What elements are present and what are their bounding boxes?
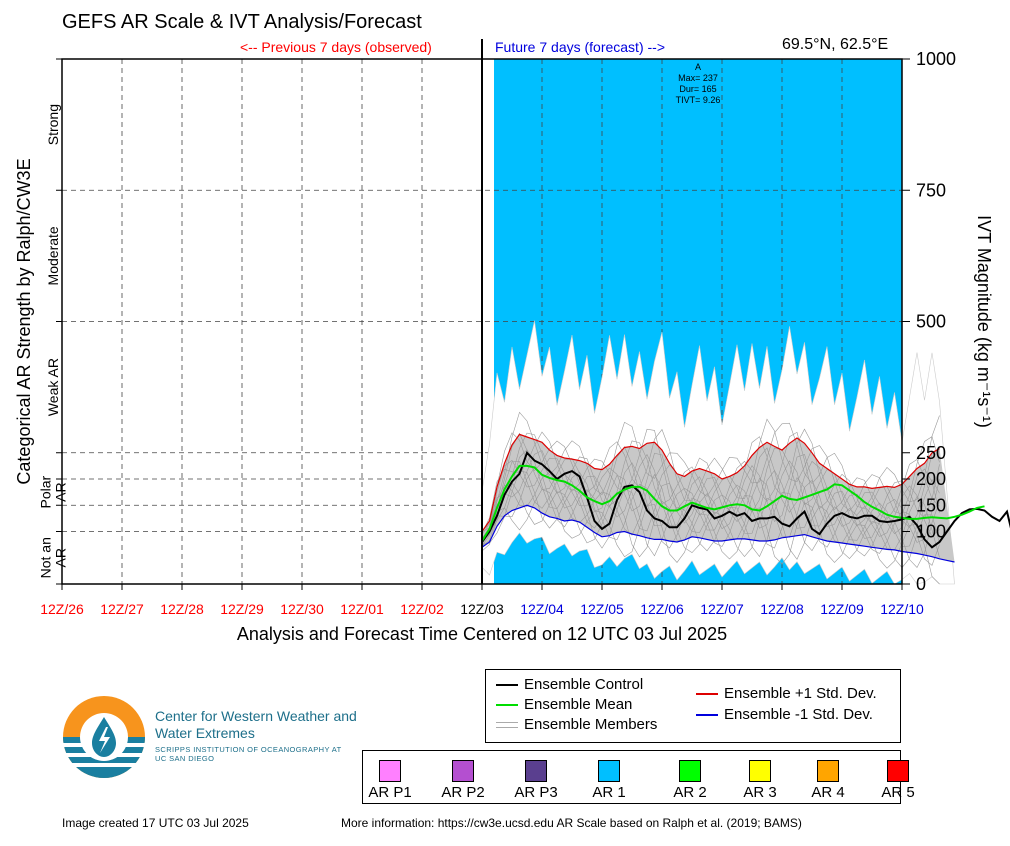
org-subtitle: SCRIPPS INSTITUTION OF OCEANOGRAPHY AT U… (155, 745, 342, 763)
more-info-text: More information: https://cw3e.ucsd.edu … (341, 816, 802, 830)
x-axis-title: Analysis and Forecast Time Centered on 1… (237, 624, 727, 644)
ar-scale-label: AR 3 (743, 784, 777, 801)
x-tick-label: 12Z/10 (880, 601, 924, 617)
minus-std-line-swatch (696, 713, 718, 716)
ar-scale-label: AR 2 (673, 784, 707, 801)
x-tick-label: 12Z/05 (580, 601, 624, 617)
category-label: AR (53, 548, 69, 567)
ar-scale-swatch (887, 760, 909, 782)
location-label: 69.5°N, 62.5°E (782, 36, 889, 53)
ar-scale-item: AR 4 (793, 757, 863, 801)
ar-scale-swatch (679, 760, 701, 782)
ensemble-member-line (481, 471, 940, 558)
ar-scale-item: AR 1 (574, 757, 644, 801)
members-line-swatch (496, 721, 518, 728)
ar-event-annotation: TIVT= 9.26 (676, 95, 721, 105)
category-label: Not an (38, 537, 54, 578)
ivt-chart: 12Z/26 12Z/27 12Z/28 12Z/29 12Z/30 12Z/01 12Z/… (14, 39, 1010, 644)
y-axis-title: IVT Magnitude (kg m⁻¹s⁻¹) (974, 215, 994, 428)
x-tick-label: 12Z/29 (220, 601, 264, 617)
ar-scale-label: AR P2 (441, 784, 485, 801)
previous-days-label: <-- Previous 7 days (observed) (240, 39, 432, 55)
org-name: Center for Western Weather and Water Ext… (155, 708, 357, 741)
ensemble-member-line (481, 470, 940, 568)
legend-mean: Ensemble Mean (496, 696, 632, 713)
ar-scale-item: AR P2 (428, 757, 498, 801)
x-tick-label: 12Z/03 (460, 601, 504, 617)
x-tick-label: 12Z/30 (280, 601, 324, 617)
ar-scale-swatch (452, 760, 474, 782)
cw3e-droplet-logo-icon (63, 696, 145, 778)
ar-scale-label: AR P1 (368, 784, 412, 801)
ar-scale-swatch (817, 760, 839, 782)
ensemble-mean-line (481, 464, 985, 542)
ar-scale-legend: AR P1 AR P2 AR P3 AR 1 AR 2 AR 3 AR 4 AR 5 (362, 750, 915, 804)
ar-scale-swatch (749, 760, 771, 782)
legend-minus-std: Ensemble -1 Std. Dev. (696, 706, 873, 723)
legend-plus-std-label: Ensemble +1 Std. Dev. (724, 685, 877, 702)
ar-scale-item: AR P1 (355, 757, 425, 801)
image-created-text: Image created 17 UTC 03 Jul 2025 (62, 816, 249, 830)
ensemble-member-line (481, 482, 940, 569)
ensemble-member-line (481, 432, 940, 540)
ar-scale-item: AR 5 (863, 757, 933, 801)
control-line-swatch (496, 683, 518, 686)
ar-scale-label: AR 1 (592, 784, 626, 801)
ar-scale-label: AR 4 (811, 784, 845, 801)
legend-mean-label: Ensemble Mean (524, 696, 633, 713)
y-tick-label: 100 (916, 522, 946, 542)
x-tick-label: 12Z/06 (640, 601, 684, 617)
legend-minus-std-label: Ensemble -1 Std. Dev. (724, 706, 873, 723)
ensemble-member-line (481, 447, 940, 543)
y-tick-label: 150 (916, 495, 946, 515)
x-tick-label: 12Z/04 (520, 601, 564, 617)
x-tick-label: 12Z/26 (40, 601, 84, 617)
legend-control: Ensemble Control (496, 676, 643, 693)
legend-members: Ensemble Members (496, 716, 657, 733)
ensemble-member-line (481, 467, 940, 566)
chart-title: GEFS AR Scale & IVT Analysis/Forecast (62, 11, 422, 33)
ar-event-annotation: A (695, 62, 701, 72)
y-tick-label: 750 (916, 180, 946, 200)
ar-scale-swatch (598, 760, 620, 782)
y-tick-label: 1000 (916, 49, 956, 69)
legend-plus-std: Ensemble +1 Std. Dev. (696, 685, 877, 702)
ar-scale-label: AR P3 (514, 784, 558, 801)
ensemble-member-line (481, 489, 940, 585)
x-tick-label: 12Z/08 (760, 601, 804, 617)
ensemble-1-std-dev-line (481, 504, 955, 563)
category-label: Strong (45, 104, 61, 145)
ar-scale-swatch (525, 760, 547, 782)
ensemble-1-std-dev-line (481, 433, 940, 532)
ensemble-member-line (481, 450, 940, 538)
y-tick-label: 500 (916, 312, 946, 332)
ar-event-annotation: Dur= 165 (679, 84, 716, 94)
legend-control-label: Ensemble Control (524, 676, 644, 693)
x-tick-label: 12Z/09 (820, 601, 864, 617)
ar-scale-item: AR 3 (725, 757, 795, 801)
ar-event-annotation: Max= 237 (678, 73, 718, 83)
x-tick-label: 12Z/28 (160, 601, 204, 617)
category-label: AR (53, 482, 69, 501)
plus-std-line-swatch (696, 692, 718, 695)
mean-line-swatch (496, 703, 518, 706)
category-label: Polar (38, 475, 54, 508)
y-tick-label: 200 (916, 469, 946, 489)
series-legend: Ensemble Control Ensemble Mean Ensemble … (485, 669, 901, 743)
y-tick-label: 0 (916, 574, 926, 594)
ar-scale-item: AR 2 (655, 757, 725, 801)
x-tick-label: 12Z/01 (340, 601, 384, 617)
ar-scale-item: AR P3 (501, 757, 571, 801)
left-axis-title: Categorical AR Strength by Ralph/CW3E (14, 158, 34, 484)
x-tick-label: 12Z/02 (400, 601, 444, 617)
ar-scale-label: AR 5 (881, 784, 915, 801)
category-label: Moderate (45, 226, 61, 285)
x-tick-label: 12Z/07 (700, 601, 744, 617)
x-tick-label: 12Z/27 (100, 601, 144, 617)
ar-scale-swatch (379, 760, 401, 782)
category-label: Weak AR (45, 358, 61, 416)
y-tick-label: 250 (916, 443, 946, 463)
future-days-label: Future 7 days (forecast) --> (495, 39, 666, 55)
legend-members-label: Ensemble Members (524, 716, 658, 733)
